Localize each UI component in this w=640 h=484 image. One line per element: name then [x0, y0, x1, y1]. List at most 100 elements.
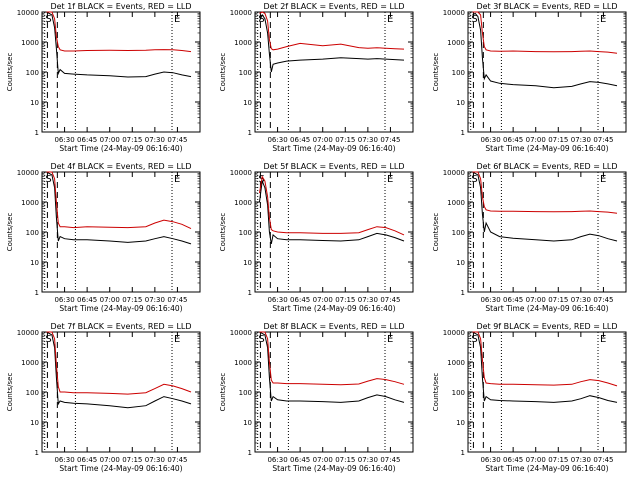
x-axis-label: Start Time (24-May-09 06:16:40)	[272, 304, 395, 313]
x-tick-label: 07:15	[122, 456, 142, 464]
x-tick-label: 06:30	[480, 296, 500, 304]
y-tick-label: 1	[248, 129, 252, 137]
x-tick-label: 07:45	[593, 456, 613, 464]
start-marker-label: S	[45, 174, 51, 185]
y-tick-label: 10	[30, 419, 39, 427]
y-tick-label: 10000	[17, 9, 39, 17]
y-tick-label: 1	[35, 289, 39, 297]
y-tick-label: 100	[26, 69, 39, 77]
x-tick-label: 07:30	[145, 296, 165, 304]
y-tick-label: 1000	[21, 199, 39, 207]
x-tick-label: 06:45	[290, 456, 310, 464]
y-tick-label: 1000	[234, 39, 252, 47]
plot-frame	[467, 11, 627, 133]
panel-title: Det 8f BLACK = Events, RED = LLD	[263, 322, 404, 331]
y-tick-label: 1	[248, 289, 252, 297]
y-tick-label: 10	[456, 419, 465, 427]
x-tick-label: 06:45	[77, 136, 97, 144]
x-tick-label: 06:45	[290, 296, 310, 304]
series-line-events	[472, 171, 618, 242]
x-tick-label: 07:30	[571, 296, 591, 304]
x-tick-label: 07:45	[167, 456, 187, 464]
x-tick-label: 06:30	[480, 456, 500, 464]
plot-frame	[467, 171, 627, 293]
y-tick-label: 10000	[443, 9, 465, 17]
plot-frame	[254, 331, 414, 453]
y-tick-label: 1	[461, 449, 465, 457]
x-tick-label: 06:30	[267, 456, 287, 464]
y-tick-label: 1	[461, 289, 465, 297]
series-line-events	[46, 331, 192, 409]
y-tick-label: 1000	[21, 39, 39, 47]
panel-4: Det 4f BLACK = Events, RED = LLD 1 10 100 10…	[6, 162, 201, 313]
panel-title: Det 2f BLACK = Events, RED = LLD	[263, 2, 404, 11]
x-tick-label: 07:30	[358, 136, 378, 144]
x-tick-label: 07:45	[380, 456, 400, 464]
y-tick-label: 10	[30, 259, 39, 267]
series-line-lld	[472, 331, 618, 387]
x-axis-label: Start Time (24-May-09 06:16:40)	[272, 464, 395, 473]
y-tick-label: 10000	[230, 169, 252, 177]
x-tick-label: 07:15	[122, 136, 142, 144]
end-marker-label: E	[600, 334, 606, 345]
x-tick-label: 07:00	[100, 136, 120, 144]
y-axis-label: Counts/sec	[6, 53, 14, 92]
y-tick-label: 1	[35, 129, 39, 137]
panel-7: Det 7f BLACK = Events, RED = LLD 1 10 100 10…	[6, 322, 201, 473]
end-marker-label: E	[174, 334, 180, 345]
x-tick-label: 06:45	[503, 136, 523, 144]
y-tick-label: 1000	[234, 199, 252, 207]
panel-title: Det 4f BLACK = Events, RED = LLD	[50, 162, 191, 171]
series-line-lld	[259, 175, 405, 236]
end-marker-label: E	[174, 174, 180, 185]
x-tick-label: 06:30	[267, 296, 287, 304]
start-marker-label: S	[258, 334, 264, 345]
end-marker-label: E	[174, 14, 180, 25]
panel-title: Det 6f BLACK = Events, RED = LLD	[476, 162, 617, 171]
y-tick-label: 1	[248, 449, 252, 457]
y-axis-label: Counts/sec	[432, 53, 440, 92]
x-axis-label: Start Time (24-May-09 06:16:40)	[485, 304, 608, 313]
series-line-events	[46, 171, 192, 245]
series-line-lld	[472, 11, 618, 54]
x-tick-label: 07:45	[167, 296, 187, 304]
panel-title: Det 7f BLACK = Events, RED = LLD	[50, 322, 191, 331]
start-marker-label: S	[471, 334, 477, 345]
end-marker-label: E	[387, 174, 393, 185]
x-tick-label: 07:30	[145, 456, 165, 464]
y-tick-label: 100	[26, 389, 39, 397]
plot-frame	[254, 11, 414, 133]
y-axis-label: Counts/sec	[219, 373, 227, 412]
y-axis-label: Counts/sec	[432, 373, 440, 412]
y-axis-label: Counts/sec	[6, 213, 14, 252]
x-tick-label: 06:45	[503, 456, 523, 464]
y-tick-label: 100	[452, 389, 465, 397]
y-tick-label: 100	[452, 229, 465, 237]
x-tick-label: 06:45	[77, 456, 97, 464]
y-tick-label: 10	[243, 99, 252, 107]
series-line-events	[46, 11, 192, 78]
x-tick-label: 07:45	[593, 296, 613, 304]
y-tick-label: 10000	[17, 169, 39, 177]
y-tick-label: 100	[239, 229, 252, 237]
start-marker-label: S	[471, 14, 477, 25]
series-line-lld	[46, 11, 192, 53]
x-tick-label: 07:45	[380, 136, 400, 144]
y-tick-label: 10000	[443, 169, 465, 177]
x-tick-label: 06:30	[54, 456, 74, 464]
y-tick-label: 10	[243, 259, 252, 267]
y-tick-label: 1000	[447, 39, 465, 47]
x-tick-label: 07:30	[571, 456, 591, 464]
panel-title: Det 5f BLACK = Events, RED = LLD	[263, 162, 404, 171]
y-tick-label: 10	[30, 99, 39, 107]
y-tick-label: 1000	[21, 359, 39, 367]
series-line-lld	[472, 171, 618, 214]
x-tick-label: 07:15	[122, 296, 142, 304]
end-marker-label: E	[600, 174, 606, 185]
panel-9: Det 9f BLACK = Events, RED = LLD 1 10 100 10…	[432, 322, 627, 473]
x-tick-label: 06:30	[54, 296, 74, 304]
panel-title: Det 3f BLACK = Events, RED = LLD	[476, 2, 617, 11]
y-tick-label: 1	[35, 449, 39, 457]
